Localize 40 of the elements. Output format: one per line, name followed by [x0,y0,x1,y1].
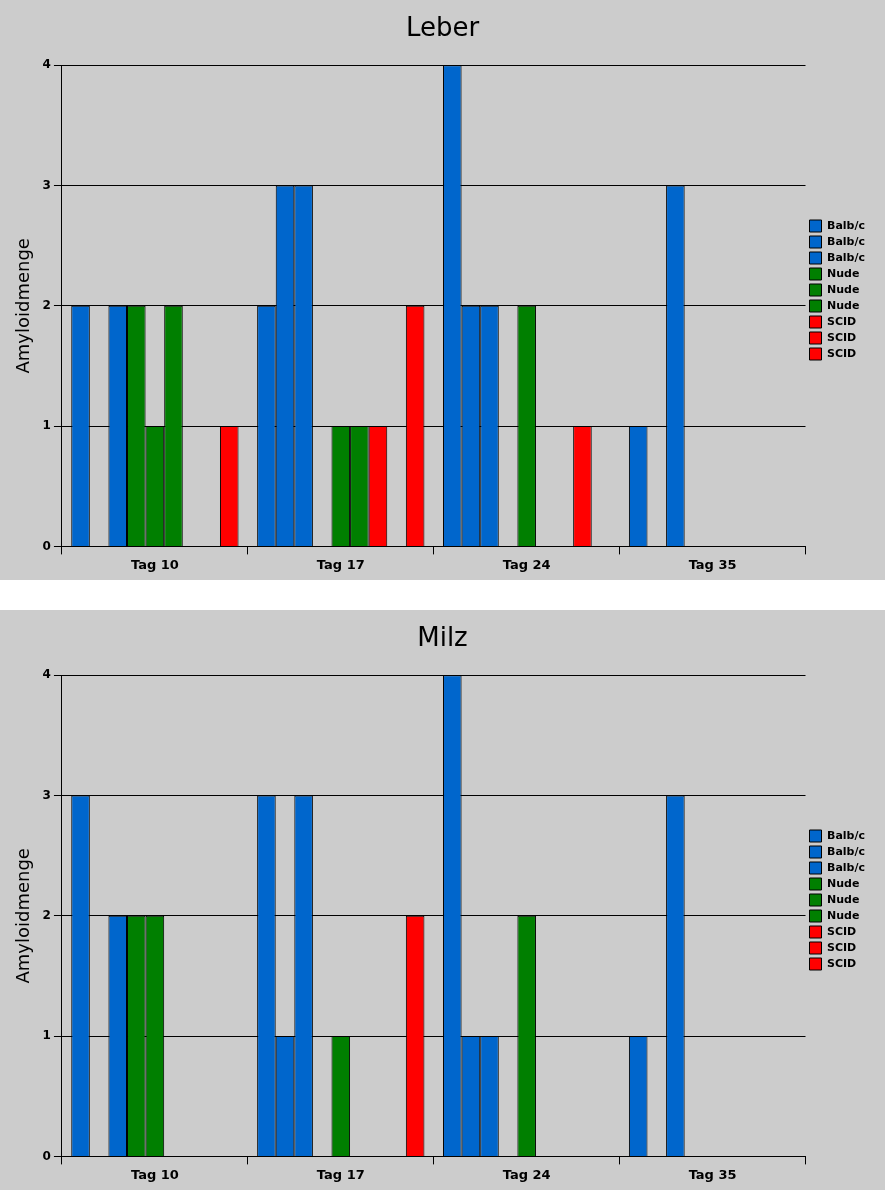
x-tick-label: Tag 17 [316,556,365,572]
y-axis-title: Amyloidmenge [12,848,34,984]
y-axis-title: Amyloidmenge [12,238,34,374]
legend-label: Nude [827,876,860,890]
y-tick-label: 2 [42,297,51,312]
legend-label: Nude [827,266,860,280]
legend-label: SCID [827,346,857,360]
legend-label: Nude [827,908,860,922]
legend-label: SCID [827,956,857,970]
legend-label: Balb/c [827,250,866,264]
x-tick-label: Tag 17 [316,1166,365,1182]
y-tick-label: 1 [42,1028,51,1043]
y-tick-label: 4 [42,667,51,682]
y-tick-label: 0 [42,1148,51,1163]
legend-label: Balb/c [827,218,866,232]
x-tick-label: Tag 35 [688,1166,737,1182]
y-tick-label: 0 [42,538,51,553]
legend-label: Nude [827,892,860,906]
y-tick-label: 2 [42,907,51,922]
y-tick-label: 4 [42,57,51,72]
legend-label: Balb/c [827,844,866,858]
chart-title: Milz [417,622,468,653]
y-tick-label: 1 [42,418,51,433]
legend-label: SCID [827,330,857,344]
chart-title: Leber [405,12,480,43]
y-tick-label: 3 [42,787,51,802]
y-tick-label: 3 [42,177,51,192]
legend-label: SCID [827,940,857,954]
legend-label: Balb/c [827,234,866,248]
legend-label: Balb/c [827,828,866,842]
x-tick-label: Tag 10 [130,1166,179,1182]
legend-label: SCID [827,314,857,328]
x-tick-label: Tag 10 [130,556,179,572]
legend-label: Nude [827,298,860,312]
legend-label: Nude [827,282,860,296]
legend-label: Balb/c [827,860,866,874]
x-tick-label: Tag 35 [688,556,737,572]
x-tick-label: Tag 24 [502,556,551,572]
x-tick-label: Tag 24 [502,1166,551,1182]
legend-label: SCID [827,924,857,938]
